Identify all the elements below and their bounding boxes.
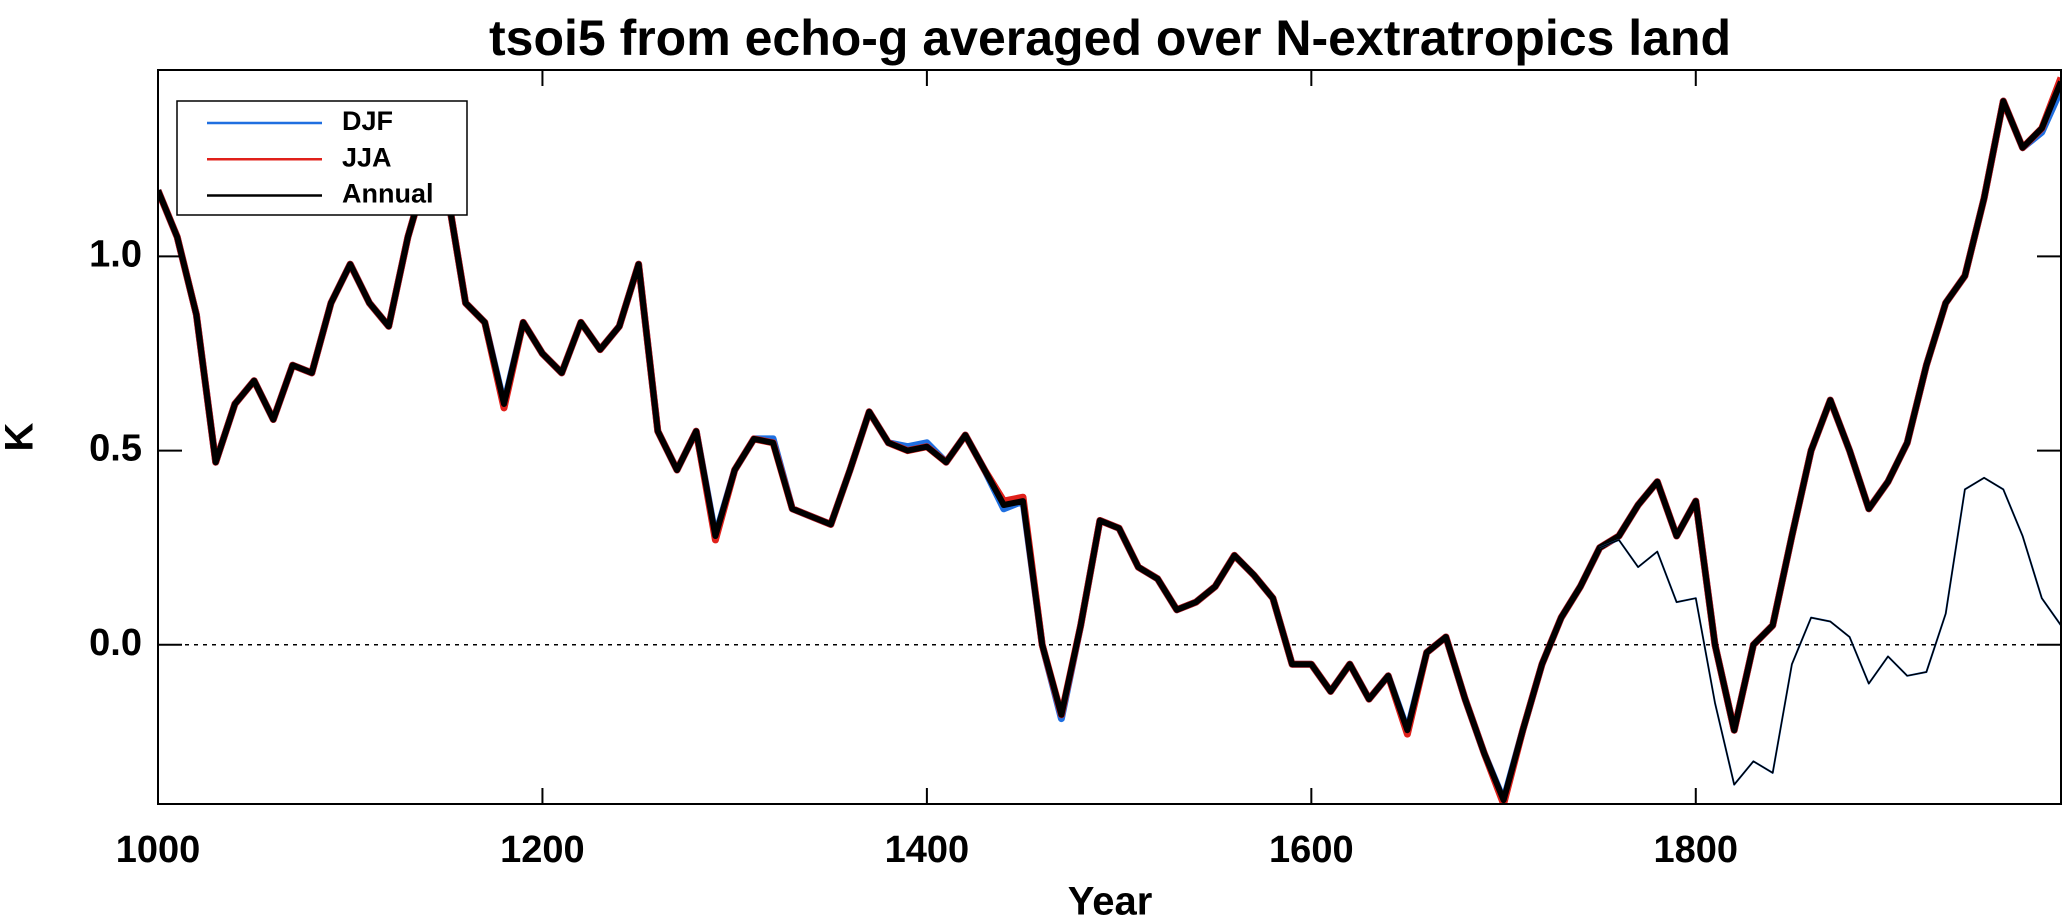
- y-tick-label: 1.0: [89, 233, 142, 275]
- chart-title: tsoi5 from echo-g averaged over N-extrat…: [489, 10, 1731, 66]
- x-tick-label: 1400: [885, 829, 970, 871]
- series-line: [158, 80, 2061, 804]
- y-axis-label: K: [0, 422, 42, 451]
- y-tick-label: 0.0: [89, 622, 142, 664]
- plot-frame: [157, 69, 2062, 805]
- legend-label: DJF: [342, 106, 393, 136]
- x-tick-label: 1200: [500, 829, 585, 871]
- x-tick-label: 1000: [116, 829, 201, 871]
- series-line: [1599, 477, 2061, 786]
- x-tick-label: 1600: [1269, 829, 1354, 871]
- lines: [158, 76, 2061, 804]
- x-axis-label: Year: [1068, 880, 1153, 923]
- x-tick-label: 1800: [1654, 829, 1739, 871]
- legend-label: JJA: [342, 142, 392, 172]
- legend-label: Annual: [342, 179, 434, 209]
- y-tick-label: 0.5: [89, 428, 142, 470]
